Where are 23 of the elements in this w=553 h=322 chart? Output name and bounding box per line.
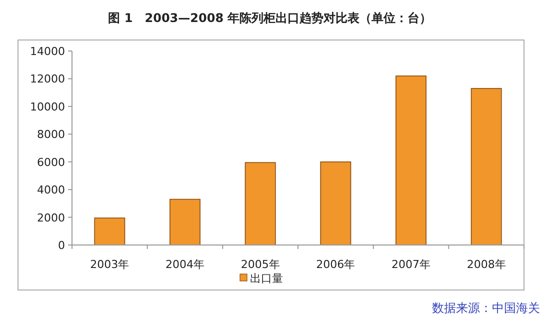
x-tick-label: 2007年 (392, 258, 430, 271)
bar (94, 218, 126, 246)
x-tick-label: 2005年 (240, 258, 280, 271)
bar (170, 198, 200, 246)
y-tick-label: 12000 (30, 72, 65, 86)
bar (470, 88, 502, 246)
x-tick-label: 2006年 (316, 258, 356, 271)
x-tick-label: 2004年 (166, 258, 204, 271)
y-tick-label: 8000 (37, 128, 65, 142)
y-tick-label: 14000 (30, 45, 65, 58)
bar (396, 76, 426, 246)
y-tick-label: 2000 (37, 211, 65, 224)
bar (244, 162, 276, 246)
y-tick-label: 6000 (37, 156, 65, 169)
y-tick-label: 10000 (30, 100, 65, 114)
legend-label: 出口量 (250, 272, 283, 285)
chart-title: 图 1 2003—2008 年陈列柜出口趋势对比表（单位：台） (108, 11, 432, 25)
x-tick-label: 2003年 (90, 258, 130, 271)
source-note: 数据来源：中国海关 (432, 301, 540, 315)
x-tick-label: 2008年 (466, 258, 506, 271)
y-tick-label: 0 (58, 239, 65, 252)
y-tick-label: 4000 (37, 184, 65, 197)
bar (320, 161, 352, 246)
